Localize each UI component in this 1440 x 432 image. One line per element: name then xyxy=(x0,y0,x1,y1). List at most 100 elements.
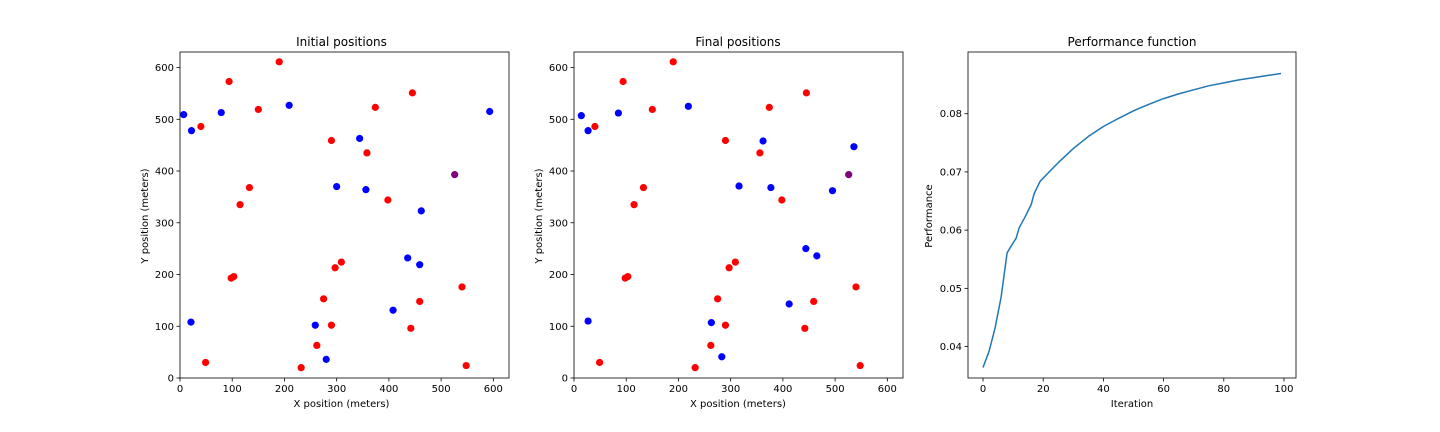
final-positions-chart: Final positions X position (meters) Y po… xyxy=(534,35,904,410)
performance-function-chart: Performance function Iteration Performan… xyxy=(924,35,1297,410)
data-point xyxy=(595,358,604,367)
data-point xyxy=(356,134,364,143)
data-point xyxy=(225,77,233,86)
data-point xyxy=(416,261,424,269)
data-point xyxy=(856,361,864,370)
x-tick-label: 300 xyxy=(721,384,740,395)
data-point xyxy=(850,143,858,151)
data-point xyxy=(462,361,470,370)
data-point xyxy=(416,297,424,306)
y-axis-label: Y position (meters) xyxy=(534,168,545,264)
data-point xyxy=(639,183,648,192)
data-point xyxy=(767,183,775,192)
x-tick-label: 80 xyxy=(1217,384,1230,395)
plot-frame xyxy=(573,51,904,379)
series-line xyxy=(982,72,1282,368)
data-point xyxy=(802,245,810,253)
x-axis-label: X position (meters) xyxy=(690,399,786,410)
data-point xyxy=(275,58,283,66)
data-point xyxy=(691,364,699,372)
x-tick-label: 40 xyxy=(1097,384,1110,395)
x-tick-label: 100 xyxy=(617,384,636,395)
initial-positions-chart: Initial positions X position (meters) Y … xyxy=(140,35,510,410)
data-point xyxy=(718,353,726,361)
x-tick-label: 0 xyxy=(571,384,577,395)
x-tick-label: 0 xyxy=(980,384,986,395)
data-point xyxy=(362,186,370,194)
y-tick-label: 0.06 xyxy=(940,226,962,237)
y-tick-label: 0.07 xyxy=(940,167,962,178)
plot-frame xyxy=(179,51,510,379)
data-point xyxy=(486,107,494,116)
y-tick-label: 0 xyxy=(168,374,174,385)
y-tick-label: 600 xyxy=(549,63,568,74)
data-point xyxy=(614,109,622,117)
x-tick-label: 400 xyxy=(379,384,398,395)
y-tick-label: 500 xyxy=(155,115,174,126)
data-point xyxy=(778,196,786,204)
data-point xyxy=(417,207,425,215)
data-point xyxy=(584,317,592,325)
data-point xyxy=(721,136,730,145)
y-tick-label: 500 xyxy=(549,115,568,126)
y-tick-label: 0.04 xyxy=(940,342,962,353)
data-point xyxy=(584,127,592,135)
x-tick-label: 600 xyxy=(484,384,503,395)
chart-title: Final positions xyxy=(695,35,780,49)
data-point xyxy=(707,341,715,349)
data-point xyxy=(363,149,371,157)
x-tick-label: 0 xyxy=(177,384,183,395)
data-point xyxy=(765,103,773,111)
data-point xyxy=(254,105,262,114)
data-point xyxy=(735,182,743,190)
data-point xyxy=(669,58,677,66)
x-tick-label: 200 xyxy=(669,384,688,395)
data-point xyxy=(756,149,764,157)
data-point xyxy=(217,108,225,117)
data-point xyxy=(180,111,188,119)
data-point xyxy=(802,89,810,97)
data-point xyxy=(187,127,196,135)
data-point xyxy=(707,319,715,327)
data-point xyxy=(714,295,722,303)
x-axis-label: X position (meters) xyxy=(294,399,390,410)
data-point xyxy=(227,274,235,282)
x-tick-label: 200 xyxy=(275,384,294,395)
x-tick-label: 600 xyxy=(878,384,897,395)
y-tick-label: 400 xyxy=(549,167,568,178)
data-point xyxy=(297,364,305,372)
data-point xyxy=(333,182,341,191)
data-point xyxy=(630,201,638,209)
y-tick-label: 200 xyxy=(549,270,568,281)
x-tick-label: 500 xyxy=(826,384,845,395)
data-point xyxy=(384,196,392,204)
data-point xyxy=(731,258,739,266)
y-tick-label: 300 xyxy=(549,218,568,229)
x-axis-label: Iteration xyxy=(1111,399,1153,410)
data-point xyxy=(337,258,345,266)
data-point xyxy=(852,283,860,291)
x-tick-label: 60 xyxy=(1157,384,1170,395)
data-point xyxy=(619,77,627,86)
data-point xyxy=(320,295,328,303)
data-point xyxy=(404,254,412,262)
x-tick-label: 100 xyxy=(1274,384,1293,395)
data-point xyxy=(845,171,853,179)
y-tick-label: 0 xyxy=(562,374,568,385)
x-tick-label: 300 xyxy=(327,384,346,395)
y-tick-label: 600 xyxy=(155,63,174,74)
data-point xyxy=(684,102,692,110)
y-tick-label: 0.05 xyxy=(940,284,962,295)
plot-frame xyxy=(967,51,1297,379)
data-point xyxy=(371,103,379,111)
data-point xyxy=(801,324,809,332)
data-point xyxy=(828,187,837,195)
data-point xyxy=(407,324,415,332)
chart-title: Performance function xyxy=(1068,35,1197,49)
data-point xyxy=(197,122,205,131)
data-point xyxy=(648,105,656,114)
data-point xyxy=(201,358,210,367)
data-point xyxy=(725,264,733,272)
y-tick-label: 200 xyxy=(155,270,174,281)
